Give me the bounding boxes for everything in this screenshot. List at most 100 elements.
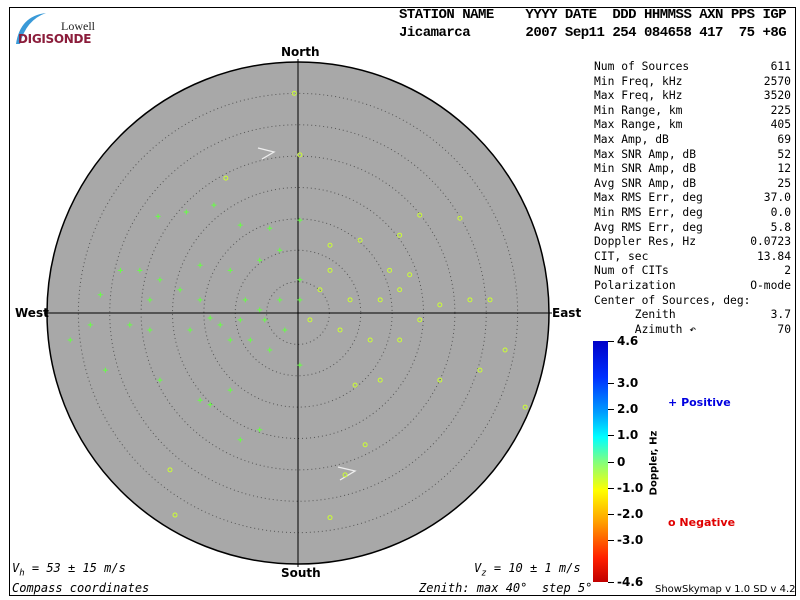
stat-row: Num of Sources 611: [594, 60, 791, 75]
negative-source-point: [337, 327, 343, 333]
stat-label: Avg RMS Err, deg: [594, 220, 703, 234]
positive-source-point: [267, 347, 273, 353]
stat-row: Max SNR Amp, dB 52: [594, 148, 791, 163]
positive-source-point: [147, 327, 153, 333]
negative-source-point: [327, 242, 333, 248]
stat-value: 2: [784, 264, 791, 278]
stat-label: Polarization: [594, 278, 676, 292]
stat-label: Max RMS Err, deg: [594, 191, 703, 205]
positive-source-point: [67, 337, 73, 343]
colorbar-tick: [608, 461, 614, 463]
positive-source-point: [187, 327, 193, 333]
east-label: East: [552, 306, 582, 320]
stat-row: Max Freq, kHz 3520: [594, 89, 791, 104]
positive-source-point: [102, 367, 108, 373]
negative-source-point: [417, 212, 423, 218]
positive-source-point: [277, 297, 283, 303]
stat-label: Max SNR Amp, dB: [594, 147, 697, 161]
stat-row: Avg RMS Err, deg 5.8: [594, 221, 791, 236]
logo-text-top: Lowell: [61, 19, 95, 33]
positive-source-point: [177, 287, 183, 293]
positive-source-point: [137, 267, 143, 273]
stat-value: 0.0: [770, 205, 791, 219]
stat-value: 611: [770, 60, 791, 73]
stat-label: Doppler Res, Hz: [594, 235, 697, 249]
stat-row: Min SNR Amp, dB 12: [594, 162, 791, 177]
positive-source-point: [217, 322, 223, 328]
negative-source-point: [377, 297, 383, 303]
zenith-scale: Zenith: max 40° step 5°: [419, 581, 593, 595]
stat-value: 405: [770, 118, 791, 132]
negative-source-point: [397, 337, 403, 343]
stat-value: 2570: [763, 74, 791, 88]
west-label: West: [15, 306, 49, 320]
negative-source-point: [437, 377, 443, 383]
stat-value: 13.84: [756, 249, 791, 263]
logo-text-bottom: DIGISONDE: [18, 32, 92, 46]
stat-label: Min Range, km: [594, 103, 683, 117]
coordinate-system: Compass coordinates: [12, 581, 150, 595]
positive-source-point: [197, 262, 203, 268]
stat-row: Max Amp, dB 69: [594, 133, 791, 148]
negative-source-point: [522, 404, 528, 410]
colorbar-tick-label: -1.0: [617, 480, 644, 495]
stat-label: Max Amp, dB: [594, 132, 669, 146]
positive-source-point: [237, 317, 243, 323]
stat-row: Num of CITs 2: [594, 264, 791, 279]
stat-row: Min RMS Err, deg 0.0: [594, 206, 791, 221]
doppler-colorbar: [593, 341, 608, 582]
positive-source-point: [282, 327, 288, 333]
stat-row: CIT, sec 13.84: [594, 250, 791, 265]
stat-label: CIT, sec: [594, 249, 649, 263]
colorbar-tick-label: 4.6: [617, 334, 639, 348]
version-footer: ShowSkymap v 1.0 SD v 4.2: [655, 584, 796, 595]
velocity-arrow: [257, 147, 276, 160]
colorbar-tick: [608, 513, 614, 515]
statistics-table: Num of Sources 611 Min Freq, kHz 2570 Max Fr…: [594, 60, 791, 337]
positive-source-point: [257, 257, 263, 263]
stat-row: Max Range, km 405: [594, 118, 791, 133]
negative-source-point: [397, 287, 403, 293]
negative-source-point: [291, 90, 297, 96]
positive-source-point: [297, 362, 303, 368]
colorbar-tick: [608, 540, 614, 542]
positive-source-point: [297, 277, 303, 283]
positive-source-point: [183, 209, 189, 215]
stat-label: Zenith: [594, 308, 676, 322]
positive-source-point: [227, 337, 233, 343]
positive-source-point: [197, 397, 203, 403]
positive-source-point: [297, 217, 303, 223]
stat-label: Num of Sources: [594, 60, 690, 73]
positive-source-point: [207, 315, 213, 321]
stat-row: Polarization O-mode: [594, 279, 791, 294]
colorbar-tick: [608, 582, 614, 583]
stat-row: Min Freq, kHz 2570: [594, 75, 791, 90]
legend-positive: + Positive: [668, 396, 731, 409]
negative-source-point: [307, 317, 313, 323]
stat-row: Avg SNR Amp, dB 25: [594, 177, 791, 192]
positive-source-point: [87, 322, 93, 328]
colorbar-tick: [608, 435, 614, 437]
stat-row: Zenith 3.7: [594, 308, 791, 323]
positive-source-point: [277, 247, 283, 253]
stat-value: 5.8: [770, 220, 791, 234]
stat-row: Max RMS Err, deg 37.0: [594, 191, 791, 206]
negative-source-point: [297, 152, 303, 158]
colorbar-tick-label: 3.0: [617, 375, 639, 390]
positive-source-point: [211, 202, 217, 208]
positive-source-point: [227, 387, 233, 393]
negative-source-point: [477, 367, 483, 373]
colorbar-label: Doppler, Hz: [648, 430, 660, 496]
colorbar-tick: [608, 382, 614, 384]
stat-row: Doppler Res, Hz 0.0723: [594, 235, 791, 250]
stat-value: 25: [777, 176, 791, 190]
stat-value: 70: [777, 322, 791, 336]
negative-source-point: [502, 347, 508, 353]
positive-source-point: [157, 377, 163, 383]
stat-label: Avg SNR Amp, dB: [594, 176, 697, 190]
skymap-plot: [44, 59, 552, 567]
negative-source-point: [387, 267, 393, 273]
negative-source-point: [342, 472, 348, 478]
negative-source-point: [417, 317, 423, 323]
positive-source-point: [207, 402, 213, 408]
